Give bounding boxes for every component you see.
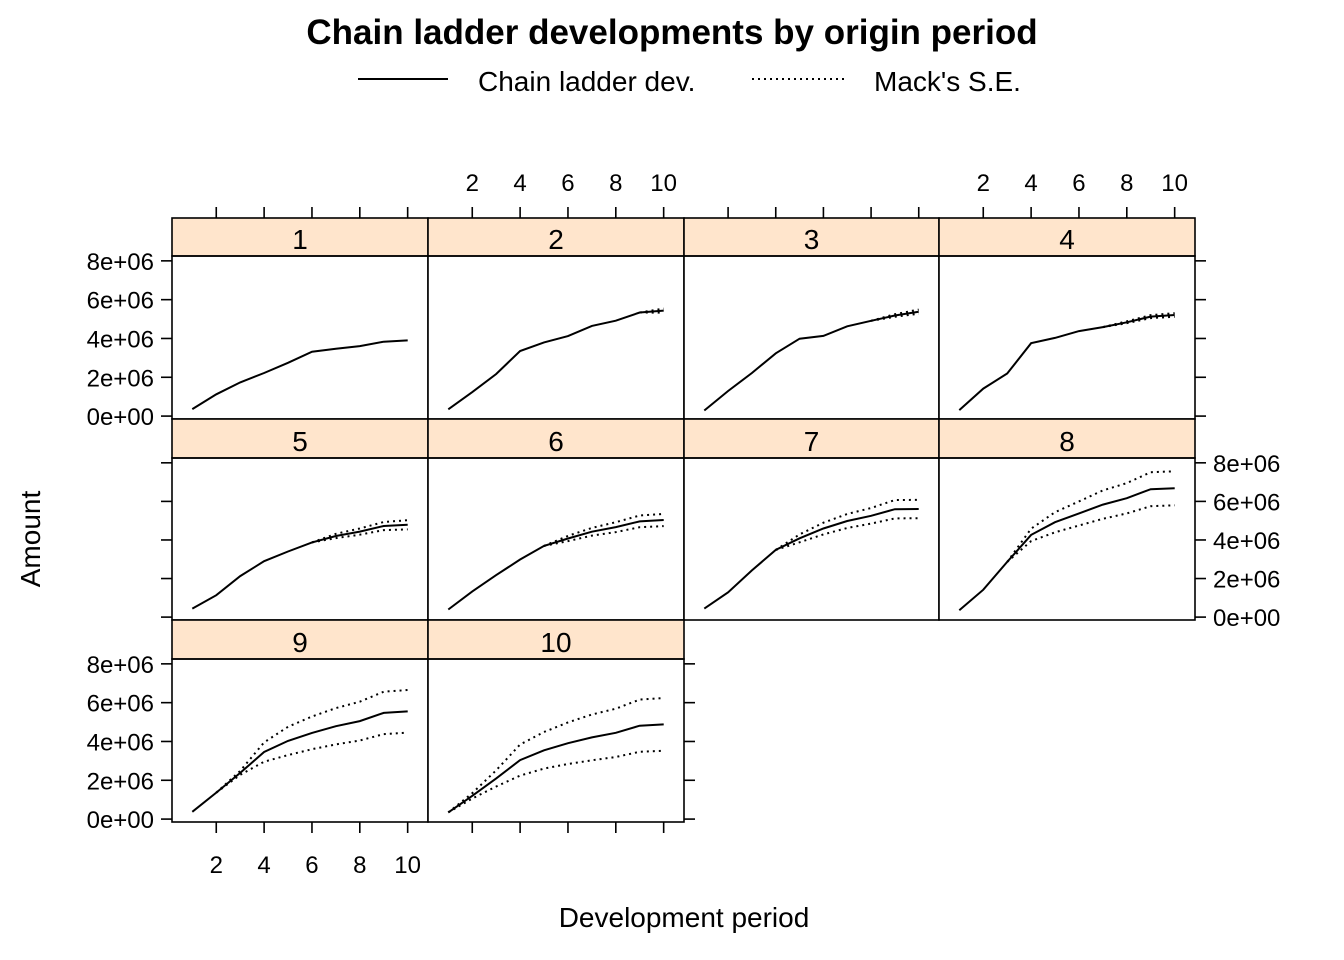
x-tick-label: 8 <box>353 852 366 879</box>
dev-line <box>958 487 1175 611</box>
x-tick-label: 6 <box>561 170 574 197</box>
legend: Chain ladder dev. Mack's S.E. <box>358 66 1021 97</box>
strip-background <box>938 418 1196 459</box>
panel-background <box>939 458 1195 620</box>
strip-background <box>427 619 685 660</box>
strip-label: 7 <box>804 426 820 457</box>
x-axis-title: Development period <box>559 902 810 933</box>
x-tick-label: 2 <box>210 852 223 879</box>
y-tick-label: 2e+06 <box>87 768 154 795</box>
x-tick-label: 4 <box>513 170 526 197</box>
panel-3: 3 <box>683 217 940 420</box>
strip-background <box>683 418 940 459</box>
panels: 1 2 3 45 6 7 89 102 4 6 8 10 2 4 6 8 102 4 6 8 100e+002e+064… <box>87 170 1281 879</box>
strip-background <box>171 619 429 660</box>
panel-7: 7 <box>683 418 940 621</box>
dev-line <box>191 523 408 610</box>
se-line-lower <box>543 525 664 547</box>
dev-line <box>703 310 919 412</box>
x-tick-label: 6 <box>1072 170 1085 197</box>
se-line-upper <box>870 308 919 322</box>
strip-label: 4 <box>1059 224 1075 255</box>
strip-label: 5 <box>292 426 308 457</box>
y-tick-label: 4e+06 <box>1213 528 1280 555</box>
x-tick-label: 6 <box>305 852 318 879</box>
y-tick-label: 6e+06 <box>87 288 154 315</box>
y-tick-label: 8e+06 <box>1213 451 1280 478</box>
y-axis-title: Amount <box>15 491 46 588</box>
strip-background <box>427 418 685 459</box>
dev-line <box>447 519 664 611</box>
strip-label: 10 <box>540 627 571 658</box>
legend-label-mack-se: Mack's S.E. <box>874 66 1021 97</box>
panel-background <box>428 659 684 822</box>
panel-1: 1 <box>171 217 429 420</box>
panel-4: 4 <box>938 217 1196 420</box>
chart-title: Chain ladder developments by origin peri… <box>306 13 1037 52</box>
se-line-upper <box>447 697 664 814</box>
x-tick-label: 10 <box>1161 170 1188 197</box>
se-line-lower <box>311 528 408 544</box>
panel-background <box>428 256 684 419</box>
legend-label-chain-ladder: Chain ladder dev. <box>478 66 695 97</box>
y-tick-label: 6e+06 <box>1213 489 1280 516</box>
panel-background <box>939 256 1195 419</box>
y-tick-label: 4e+06 <box>87 729 154 756</box>
x-tick-label: 10 <box>650 170 677 197</box>
y-tick-label: 0e+00 <box>87 807 154 834</box>
strip-label: 1 <box>292 224 308 255</box>
y-tick-label: 4e+06 <box>87 326 154 353</box>
se-line-upper <box>1006 470 1175 563</box>
x-tick-label: 8 <box>609 170 622 197</box>
y-tick-label: 6e+06 <box>87 691 154 718</box>
x-tick-label: 4 <box>1024 170 1037 197</box>
strip-label: 6 <box>548 426 564 457</box>
panel-5: 5 <box>171 418 429 621</box>
dev-line <box>447 309 664 411</box>
panel-9: 9 <box>171 619 429 823</box>
strip-background <box>938 217 1196 257</box>
y-tick-label: 8e+06 <box>87 652 154 679</box>
dev-line <box>191 339 408 410</box>
panel-background <box>172 458 428 620</box>
panel-border <box>427 658 685 823</box>
dev-line <box>191 710 408 813</box>
strip-label: 2 <box>548 224 564 255</box>
se-line-lower <box>870 312 919 322</box>
axes: 2 4 6 8 10 2 4 6 8 102 4 6 8 100e+002e+064e+066e+068e… <box>87 170 1281 879</box>
panel-border <box>938 457 1196 621</box>
panel-8: 8 <box>938 418 1196 621</box>
dev-line <box>958 314 1175 411</box>
panel-background <box>172 256 428 419</box>
dev-line <box>447 723 664 814</box>
strip-label: 9 <box>292 627 308 658</box>
panel-2: 2 <box>427 217 685 420</box>
y-tick-label: 2e+06 <box>1213 567 1280 594</box>
x-tick-label: 4 <box>257 852 270 879</box>
y-tick-label: 0e+00 <box>1213 605 1280 632</box>
panel-6: 6 <box>427 418 685 621</box>
x-tick-label: 2 <box>977 170 990 197</box>
x-tick-label: 10 <box>394 852 421 879</box>
dev-line <box>703 508 919 610</box>
se-line-lower <box>775 517 919 551</box>
y-tick-label: 2e+06 <box>87 365 154 392</box>
x-tick-label: 8 <box>1120 170 1133 197</box>
x-tick-label: 2 <box>466 170 479 197</box>
panel-10: 10 <box>427 619 685 823</box>
strip-label: 8 <box>1059 426 1075 457</box>
strip-background <box>171 418 429 459</box>
y-tick-label: 0e+00 <box>87 404 154 431</box>
se-line-upper <box>311 519 408 544</box>
y-tick-label: 8e+06 <box>87 249 154 276</box>
strip-label: 3 <box>804 224 820 255</box>
